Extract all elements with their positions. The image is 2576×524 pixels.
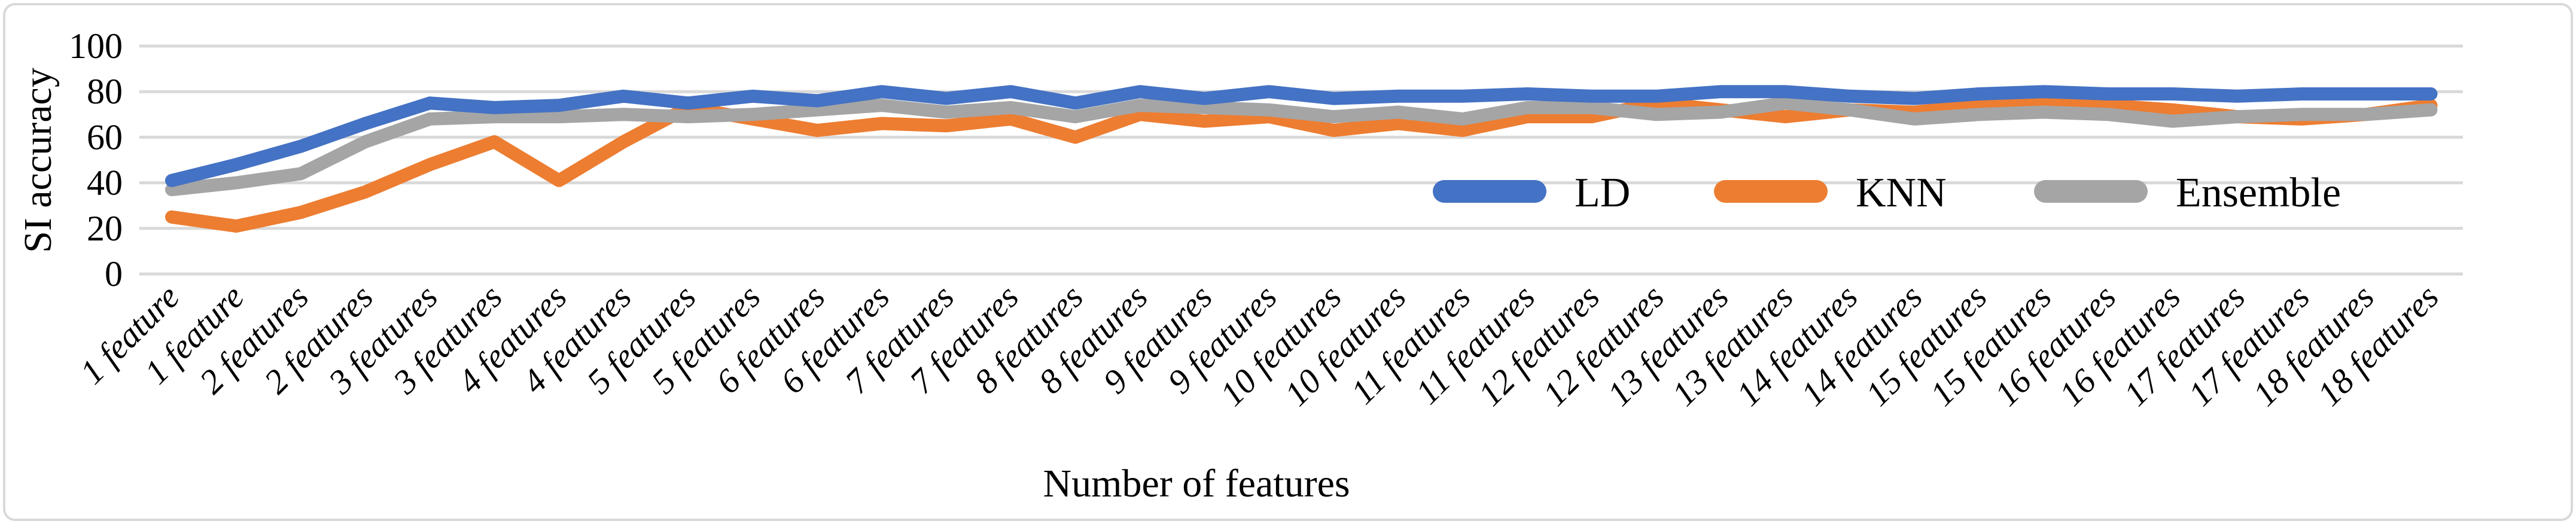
series-line-ld <box>165 85 2438 187</box>
figure-border <box>3 3 2573 521</box>
x-axis-title: Number of features <box>1043 462 1350 505</box>
y-tick-label-40: 40 <box>87 163 123 203</box>
y-axis-tick-labels: 0 20 40 60 80 100 <box>69 26 123 294</box>
series-line-knn <box>165 96 2438 233</box>
legend-label-knn: KNN <box>1856 170 1947 216</box>
legend-marker-knn <box>1714 180 1828 203</box>
y-tick-label-20: 20 <box>87 209 123 248</box>
series-lines-group <box>165 85 2438 233</box>
y-axis-title: SI accuracy <box>16 68 60 253</box>
chart-legend: LD KNN Ensemble <box>1433 170 2341 216</box>
legend-label-ld: LD <box>1575 170 1630 216</box>
y-tick-label-80: 80 <box>87 72 123 111</box>
gridlines-group <box>139 44 2463 276</box>
y-tick-label-100: 100 <box>69 26 123 66</box>
legend-marker-ld <box>1433 180 1546 203</box>
y-tick-label-0: 0 <box>105 254 123 294</box>
series-line-ensemble <box>165 96 2438 196</box>
y-tick-label-60: 60 <box>87 117 123 157</box>
legend-marker-ensemble <box>2034 180 2148 203</box>
legend-label-ensemble: Ensemble <box>2176 170 2341 216</box>
